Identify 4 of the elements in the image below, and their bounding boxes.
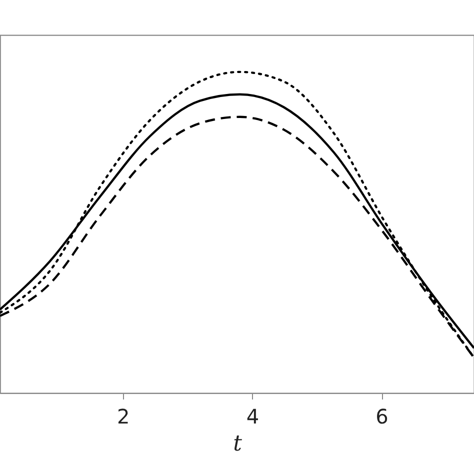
x-axis-title: t [233, 432, 242, 456]
x-tick-label: 4 [246, 404, 260, 428]
x-tick-label: 2 [117, 404, 130, 428]
x-tick-label: 6 [376, 404, 388, 428]
